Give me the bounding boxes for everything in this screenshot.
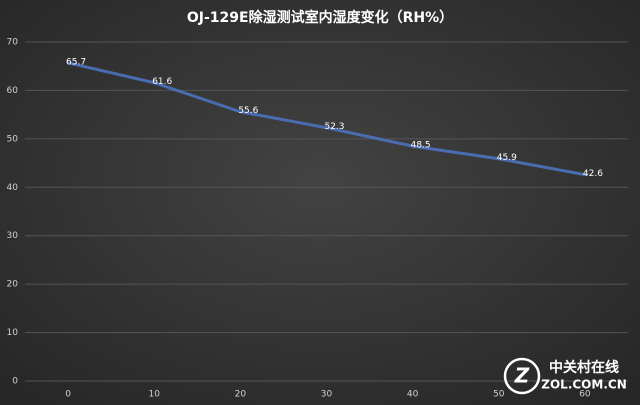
y-tick-label: 20 <box>7 280 19 290</box>
y-tick-label: 10 <box>7 328 19 338</box>
x-tick-label: 50 <box>493 390 505 400</box>
y-tick-label: 50 <box>7 134 19 144</box>
value-label: 61.6 <box>152 77 172 87</box>
y-tick-label: 70 <box>7 38 19 48</box>
value-label: 42.6 <box>583 169 603 179</box>
x-tick-label: 60 <box>579 390 591 400</box>
line <box>66 61 587 177</box>
x-tick-label: 10 <box>148 390 160 400</box>
value-label: 55.6 <box>238 106 258 116</box>
logo <box>503 357 541 395</box>
y-tick-label: 40 <box>7 183 19 193</box>
value-label: 52.3 <box>324 122 344 132</box>
x-tick-label: 30 <box>321 390 333 400</box>
x-tick-label: 0 <box>65 390 71 400</box>
value-label: 65.7 <box>66 57 86 67</box>
value-label: 48.5 <box>411 141 431 151</box>
watermark-name: 中关村在线 <box>549 359 619 376</box>
x-tick-label: 20 <box>235 390 247 400</box>
x-tick-label: 40 <box>407 390 419 400</box>
watermark-url: ZOL.COM.CN <box>541 378 626 392</box>
y-tick-label: 30 <box>7 231 19 241</box>
value-label: 45.9 <box>497 153 517 163</box>
y-tick-label: 60 <box>7 86 19 96</box>
y-tick-label: 0 <box>12 377 18 387</box>
chart-title: OJ-129E除湿测试室内湿度变化（RH%） <box>187 9 453 26</box>
logo-letter: Z <box>514 364 530 388</box>
watermark: Z 中关村在线 ZOL.COM.CN <box>503 357 627 395</box>
